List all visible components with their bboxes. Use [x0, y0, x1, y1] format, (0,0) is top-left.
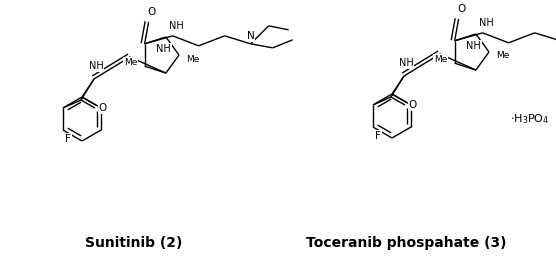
Text: Me: Me [434, 55, 448, 64]
Text: NH: NH [169, 21, 184, 31]
Text: F: F [375, 131, 381, 141]
Text: NH: NH [466, 41, 481, 51]
Text: Me: Me [124, 58, 137, 67]
Text: NH: NH [88, 61, 103, 71]
Text: O: O [458, 4, 466, 14]
Text: NH: NH [399, 58, 413, 68]
Text: N: N [247, 31, 255, 41]
Text: NH: NH [479, 18, 494, 28]
Text: O: O [147, 7, 156, 17]
Text: Me: Me [186, 54, 200, 64]
Text: Sunitinib (2): Sunitinib (2) [85, 236, 182, 250]
Text: F: F [65, 134, 71, 144]
Text: O: O [409, 100, 417, 110]
Text: NH: NH [156, 44, 171, 54]
Text: $\cdot$H$_3$PO$_4$: $\cdot$H$_3$PO$_4$ [510, 112, 549, 126]
Text: Toceranib phospahate (3): Toceranib phospahate (3) [306, 236, 506, 250]
Text: O: O [99, 103, 107, 113]
Text: Me: Me [497, 52, 510, 61]
